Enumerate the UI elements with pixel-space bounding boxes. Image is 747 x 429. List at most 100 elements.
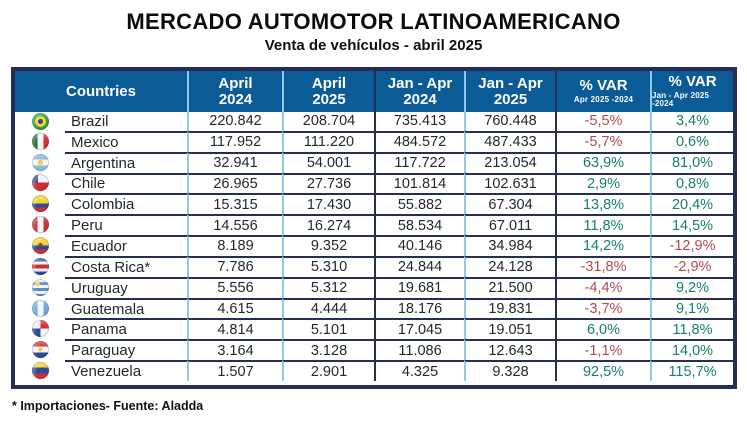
table-row-guatemala: Guatemala 4.615 4.444 18.176 19.831 -3,7… bbox=[15, 297, 733, 319]
var-jan-apr-value: 14,0% bbox=[650, 339, 733, 361]
flag-cell bbox=[15, 277, 65, 298]
table-row-ecuador: Ecuador 8.189 9.352 40.146 34.984 14,2% … bbox=[15, 235, 733, 256]
apr-2024-value: 15.315 bbox=[187, 193, 282, 215]
table-row-chile: Chile 26.965 27.736 101.814 102.631 2,9%… bbox=[15, 172, 733, 194]
country-name: Venezuela bbox=[65, 360, 187, 381]
flag-cell bbox=[15, 152, 65, 173]
apr-2024-value: 14.556 bbox=[187, 214, 282, 236]
var-jan-apr-value: 11,8% bbox=[650, 318, 733, 340]
country-name: Guatemala bbox=[65, 297, 187, 319]
apr-2025-value: 2.901 bbox=[282, 360, 374, 381]
jan-apr-2025-value: 67.304 bbox=[464, 193, 555, 215]
apr-2025-value: 208.704 bbox=[282, 112, 374, 131]
page-subtitle: Venta de vehículos - abril 2025 bbox=[264, 37, 483, 54]
table-row-mexico: Mexico 117.952 111.220 484.572 487.433 -… bbox=[15, 130, 733, 152]
apr-2024-value: 117.952 bbox=[187, 130, 282, 152]
apr-2025-value: 17.430 bbox=[282, 193, 374, 215]
country-name: Mexico bbox=[65, 130, 187, 152]
jan-apr-2024-value: 17.045 bbox=[374, 318, 464, 340]
flag-cell bbox=[15, 112, 65, 131]
apr-2025-value: 54.001 bbox=[282, 151, 374, 173]
var-apr-value: 63,9% bbox=[555, 151, 650, 173]
var-apr-value: 14,2% bbox=[555, 235, 650, 256]
jan-apr-2024-value: 18.176 bbox=[374, 297, 464, 319]
peru-flag-icon bbox=[31, 216, 49, 234]
apr-2024-value: 26.965 bbox=[187, 172, 282, 194]
country-name: Ecuador bbox=[65, 235, 187, 256]
uruguay-flag-icon bbox=[31, 278, 49, 296]
apr-2024-value: 7.786 bbox=[187, 255, 282, 277]
jan-apr-2025-value: 12.643 bbox=[464, 339, 555, 361]
var-jan-apr-value: 115,7% bbox=[650, 360, 733, 381]
page-title: MERCADO AUTOMOTOR LATINOAMERICANO bbox=[126, 9, 621, 34]
jan-apr-2024-value: 117.722 bbox=[374, 151, 464, 173]
var-apr-value: -31,8% bbox=[555, 255, 650, 277]
guatemala-flag-icon bbox=[31, 299, 49, 317]
header-april-2024: April 2024 bbox=[187, 71, 282, 112]
var-apr-value: -4,4% bbox=[555, 276, 650, 298]
costa-rica-flag-icon bbox=[31, 257, 49, 275]
apr-2025-value: 9.352 bbox=[282, 235, 374, 256]
flag-cell bbox=[15, 318, 65, 339]
jan-apr-2025-value: 9.328 bbox=[464, 360, 555, 381]
jan-apr-2024-value: 55.882 bbox=[374, 193, 464, 215]
var-apr-value: 92,5% bbox=[555, 360, 650, 381]
jan-apr-2025-value: 19.831 bbox=[464, 297, 555, 319]
flag-cell bbox=[15, 360, 65, 381]
var-jan-apr-value: 0,6% bbox=[650, 130, 733, 152]
jan-apr-2025-value: 102.631 bbox=[464, 172, 555, 194]
brazil-flag-icon bbox=[31, 112, 49, 130]
header-var-jan-apr: % VAR Jan - Apr 2025 -2024 bbox=[650, 71, 733, 112]
jan-apr-2025-value: 760.448 bbox=[464, 112, 555, 131]
jan-apr-2024-value: 58.534 bbox=[374, 214, 464, 236]
chile-flag-icon bbox=[31, 174, 49, 192]
country-name: Peru bbox=[65, 214, 187, 235]
apr-2024-value: 4.814 bbox=[187, 318, 282, 340]
header-countries: Countries bbox=[65, 82, 136, 100]
apr-2025-value: 5.101 bbox=[282, 318, 374, 340]
flag-cell bbox=[15, 256, 65, 277]
apr-2025-value: 16.274 bbox=[282, 214, 374, 236]
venezuela-flag-icon bbox=[31, 362, 49, 380]
apr-2025-value: 3.128 bbox=[282, 339, 374, 361]
table-row-brazil: Brazil 220.842 208.704 735.413 760.448 -… bbox=[15, 112, 733, 131]
table-row-costa-rica: Costa Rica* 7.786 5.310 24.844 24.128 -3… bbox=[15, 255, 733, 277]
var-apr-value: 2,9% bbox=[555, 172, 650, 194]
country-name: Chile bbox=[65, 172, 187, 194]
argentina-flag-icon bbox=[31, 153, 49, 171]
paraguay-flag-icon bbox=[31, 341, 49, 359]
table-row-paraguay: Paraguay 3.164 3.128 11.086 12.643 -1,1%… bbox=[15, 339, 733, 361]
var-jan-apr-value: -12,9% bbox=[650, 235, 733, 256]
panama-flag-icon bbox=[31, 320, 49, 338]
flag-cell bbox=[15, 298, 65, 319]
colombia-flag-icon bbox=[31, 195, 49, 213]
var-apr-value: -3,7% bbox=[555, 297, 650, 319]
var-apr-value: 6,0% bbox=[555, 318, 650, 340]
var-apr-value: -5,7% bbox=[555, 130, 650, 152]
apr-2025-value: 111.220 bbox=[282, 130, 374, 152]
country-name: Argentina bbox=[65, 151, 187, 173]
apr-2024-value: 4.615 bbox=[187, 297, 282, 319]
table-body: Brazil 220.842 208.704 735.413 760.448 -… bbox=[15, 112, 733, 381]
jan-apr-2024-value: 19.681 bbox=[374, 276, 464, 298]
source-footnote: * Importaciones- Fuente: Aladda bbox=[12, 399, 204, 413]
apr-2024-value: 1.507 bbox=[187, 360, 282, 381]
apr-2024-value: 8.189 bbox=[187, 235, 282, 256]
var-jan-apr-value: 3,4% bbox=[650, 112, 733, 131]
jan-apr-2025-value: 34.984 bbox=[464, 235, 555, 256]
header-april-2025: April 2025 bbox=[282, 71, 374, 112]
jan-apr-2024-value: 735.413 bbox=[374, 112, 464, 131]
table-row-argentina: Argentina 32.941 54.001 117.722 213.054 … bbox=[15, 151, 733, 173]
jan-apr-2024-value: 40.146 bbox=[374, 235, 464, 256]
country-name: Brazil bbox=[71, 112, 109, 130]
apr-2024-value: 32.941 bbox=[187, 151, 282, 173]
country-name: Paraguay bbox=[65, 339, 187, 360]
jan-apr-2025-value: 67.011 bbox=[464, 214, 555, 236]
jan-apr-2025-value: 487.433 bbox=[464, 130, 555, 152]
country-name: Colombia bbox=[65, 193, 187, 214]
var-apr-value: -1,1% bbox=[555, 339, 650, 361]
country-name: Costa Rica* bbox=[65, 255, 187, 277]
var-apr-value: -5,5% bbox=[555, 112, 650, 131]
var-jan-apr-value: 9,1% bbox=[650, 297, 733, 319]
jan-apr-2025-value: 21.500 bbox=[464, 276, 555, 298]
